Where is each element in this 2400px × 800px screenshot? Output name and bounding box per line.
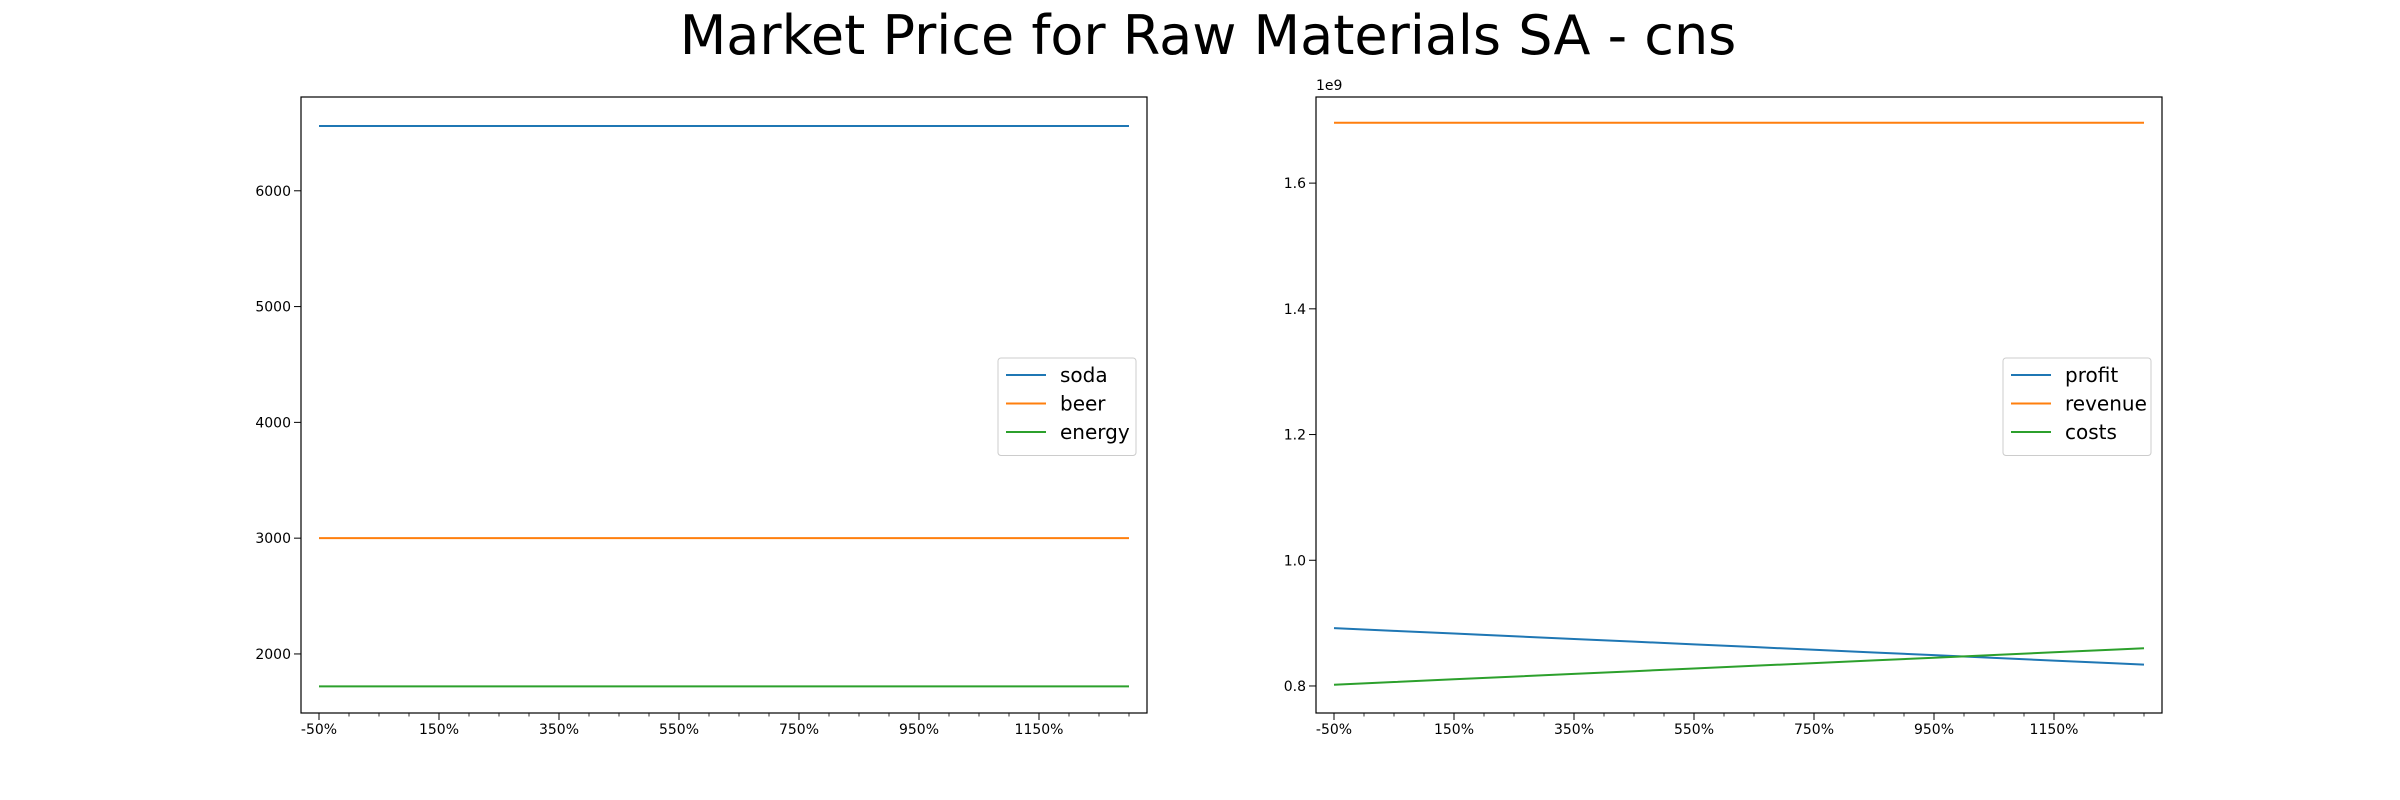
right-x-tick-label: -50% [1316, 722, 1352, 738]
left-chart-panel: -50% 150% 350% 550% 750% 950% 1150% 2000 3000 400… [255, 96, 1148, 738]
right-y-tick-label: 1.4 [1284, 302, 1306, 318]
left-x-tick-label: 550% [659, 722, 699, 738]
right-legend-label-profit: profit [2065, 363, 2118, 387]
right-chart-panel: -50% 150% 350% 550% 750% 950% 1150% 0.8 1.0 1.2 1.… [1284, 78, 2163, 738]
right-y-tick-label: 1.6 [1284, 176, 1306, 192]
right-legend-label-costs: costs [2065, 420, 2117, 444]
left-y-tick-label: 5000 [255, 300, 291, 316]
right-x-tick-label: 550% [1674, 722, 1714, 738]
right-legend-label-revenue: revenue [2065, 392, 2147, 416]
right-x-tick-label: 150% [1434, 722, 1474, 738]
right-x-tick-label: 1150% [2030, 722, 2079, 738]
right-y-offset-label: 1e9 [1316, 78, 1342, 94]
chart-title: Market Price for Raw Materials SA - cns [680, 4, 1737, 67]
right-y-tick-label: 1.2 [1284, 428, 1306, 444]
right-series-line-costs [1333, 647, 2145, 686]
left-x-tick-label: 750% [779, 722, 819, 738]
right-axes-frame [1315, 96, 2163, 714]
left-y-tick-label: 4000 [255, 415, 291, 431]
left-x-tick-label: 150% [419, 722, 459, 738]
left-x-tick-label: -50% [301, 722, 337, 738]
left-y-tick-label: 6000 [255, 184, 291, 200]
right-y-tick-label: 0.8 [1284, 679, 1306, 695]
left-legend-label-beer: beer [1060, 392, 1106, 416]
right-y-tick-label: 1.0 [1284, 553, 1306, 569]
left-legend-label-energy: energy [1060, 420, 1130, 444]
right-x-tick-label: 750% [1794, 722, 1834, 738]
left-y-tick-label: 3000 [255, 531, 291, 547]
left-x-tick-label: 950% [899, 722, 939, 738]
left-x-tick-label: 1150% [1015, 722, 1064, 738]
left-y-tick-label: 2000 [255, 647, 291, 663]
left-x-tick-label: 350% [539, 722, 579, 738]
right-series-line-profit [1333, 627, 2145, 666]
left-axes-frame [300, 96, 1148, 714]
right-x-tick-label: 350% [1554, 722, 1594, 738]
left-legend-label-soda: soda [1060, 363, 1108, 387]
right-x-tick-label: 950% [1914, 722, 1954, 738]
